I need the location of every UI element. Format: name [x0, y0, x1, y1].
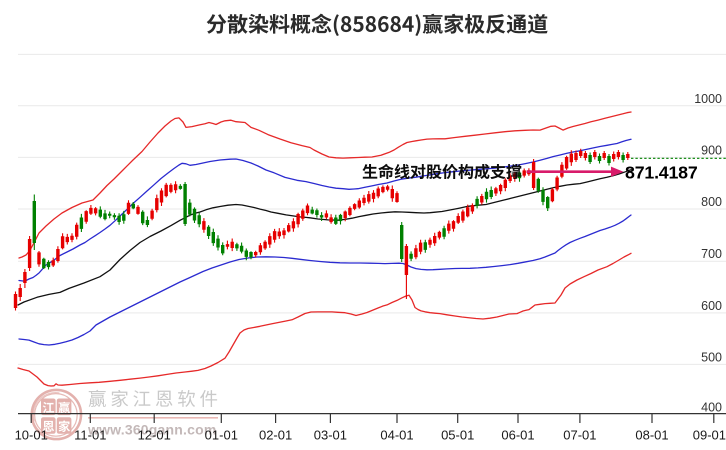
svg-text:01-01: 01-01: [205, 428, 238, 443]
svg-text:06-01: 06-01: [501, 428, 534, 443]
svg-text:04-01: 04-01: [380, 428, 413, 443]
svg-text:600: 600: [701, 299, 722, 313]
svg-text:871.4187: 871.4187: [625, 163, 698, 183]
svg-text:08-01: 08-01: [635, 428, 668, 443]
svg-text:12-01: 12-01: [138, 428, 171, 443]
svg-text:09-01: 09-01: [693, 428, 726, 443]
svg-text:11-01: 11-01: [74, 428, 106, 443]
svg-text:900: 900: [701, 143, 722, 157]
svg-text:www.360gann.com: www.360gann.com: [87, 422, 217, 438]
svg-text:02-01: 02-01: [259, 428, 292, 443]
svg-text:400: 400: [701, 401, 722, 415]
svg-text:05-01: 05-01: [441, 428, 474, 443]
svg-text:10-01: 10-01: [15, 428, 48, 443]
svg-text:03-01: 03-01: [314, 428, 347, 443]
svg-text:500: 500: [701, 350, 722, 364]
svg-text:800: 800: [701, 195, 722, 209]
svg-text:07-01: 07-01: [563, 428, 596, 443]
svg-text:1000: 1000: [694, 92, 722, 106]
svg-text:700: 700: [701, 247, 722, 261]
